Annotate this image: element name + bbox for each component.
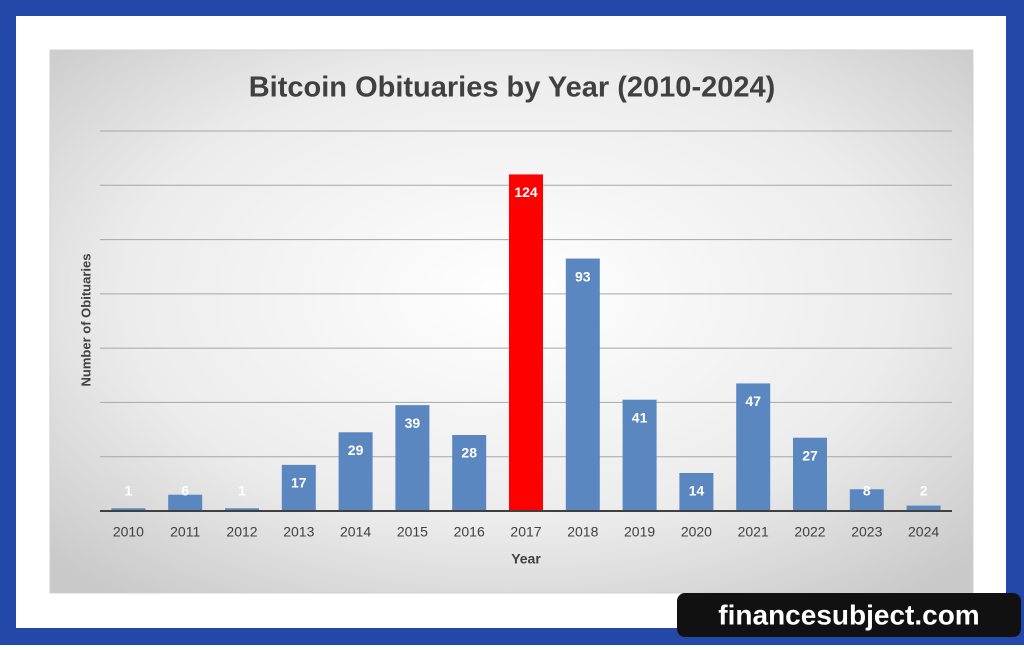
data-label: 17	[291, 475, 307, 491]
data-label: 124	[514, 184, 538, 200]
bar	[736, 383, 771, 511]
y-axis-title: Number of Obituaries	[78, 254, 93, 387]
data-label: 28	[461, 445, 477, 461]
data-label: 29	[348, 442, 364, 458]
x-tick-label: 2016	[454, 524, 485, 540]
bar	[793, 437, 827, 511]
x-tick-label: 2022	[794, 524, 825, 540]
bar	[565, 258, 600, 511]
x-tick-label: 2024	[908, 524, 939, 540]
watermark: financesubject.com	[718, 599, 979, 630]
data-label: 47	[745, 393, 761, 409]
data-label: 1	[125, 483, 133, 499]
x-tick-label: 2021	[738, 524, 769, 540]
data-label: 41	[632, 409, 648, 425]
bar	[111, 508, 146, 511]
data-label: 6	[181, 483, 189, 499]
bar	[395, 405, 430, 511]
bar	[281, 464, 316, 511]
x-tick-label: 2017	[510, 524, 541, 540]
data-label: 2	[920, 483, 928, 499]
x-tick-label: 2019	[624, 524, 655, 540]
x-tick-label: 2015	[397, 524, 428, 540]
bar	[622, 399, 657, 511]
data-label: 39	[405, 415, 421, 431]
x-tick-label: 2012	[226, 524, 257, 540]
bar	[168, 494, 203, 511]
watermark-box	[677, 593, 1021, 637]
data-label: 27	[802, 447, 818, 463]
bar	[679, 473, 714, 511]
x-axis-title: Year	[511, 551, 541, 567]
x-tick-label: 2023	[851, 524, 882, 540]
data-label: 93	[575, 268, 591, 284]
x-tick-label: 2018	[567, 524, 598, 540]
x-tick-label: 2020	[681, 524, 712, 540]
data-label: 14	[689, 483, 705, 499]
bar	[509, 174, 543, 511]
bar	[225, 508, 259, 511]
plot: 2010120116201212013172014292015392016282…	[100, 130, 952, 540]
chart-title: Bitcoin Obituaries by Year (2010-2024)	[249, 72, 776, 104]
bar	[906, 505, 941, 511]
bar	[849, 489, 884, 511]
x-tick-label: 2013	[283, 524, 314, 540]
data-label: 8	[863, 483, 871, 499]
x-tick-label: 2010	[113, 524, 144, 540]
data-label: 1	[238, 483, 246, 499]
x-tick-label: 2011	[170, 524, 200, 540]
x-tick-label: 2014	[340, 524, 371, 540]
bar	[452, 435, 487, 511]
bar	[338, 432, 373, 511]
